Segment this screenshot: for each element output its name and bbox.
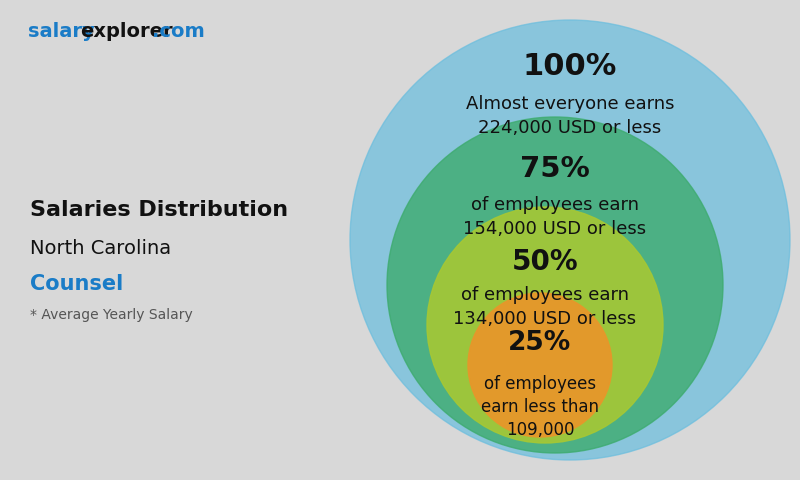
Text: of employees
earn less than
109,000: of employees earn less than 109,000	[481, 375, 599, 439]
Text: Salaries Distribution: Salaries Distribution	[30, 200, 288, 220]
Circle shape	[427, 207, 663, 443]
Text: .com: .com	[152, 22, 205, 41]
Text: 50%: 50%	[512, 248, 578, 276]
Text: * Average Yearly Salary: * Average Yearly Salary	[30, 308, 193, 322]
Text: of employees earn
134,000 USD or less: of employees earn 134,000 USD or less	[454, 286, 637, 327]
Circle shape	[387, 117, 723, 453]
Text: Almost everyone earns
224,000 USD or less: Almost everyone earns 224,000 USD or les…	[466, 95, 674, 137]
Circle shape	[350, 20, 790, 460]
Text: North Carolina: North Carolina	[30, 239, 171, 257]
Text: salary: salary	[28, 22, 94, 41]
Circle shape	[468, 293, 612, 437]
Text: explorer: explorer	[80, 22, 173, 41]
Text: of employees earn
154,000 USD or less: of employees earn 154,000 USD or less	[463, 196, 646, 238]
Text: 75%: 75%	[520, 155, 590, 183]
Text: 100%: 100%	[523, 52, 617, 81]
Text: Counsel: Counsel	[30, 274, 123, 294]
Text: 25%: 25%	[508, 330, 572, 356]
